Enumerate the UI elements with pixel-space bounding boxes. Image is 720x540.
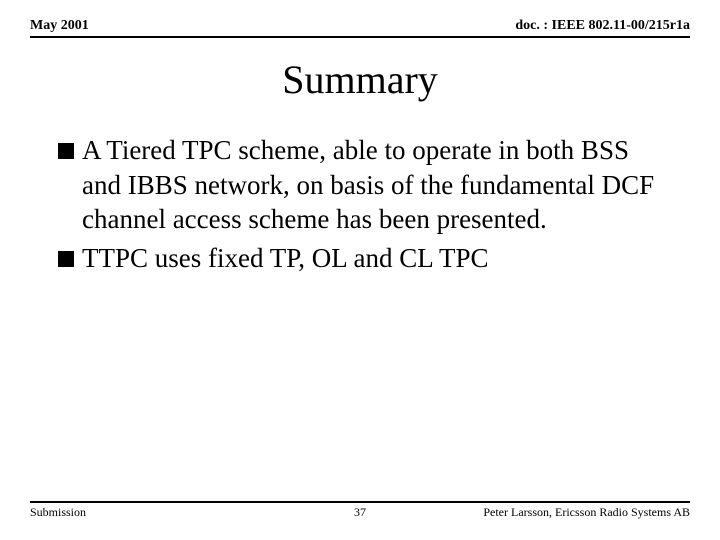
bullet-item: TTPC uses fixed TP, OL and CL TPC xyxy=(58,241,670,276)
square-bullet-icon xyxy=(58,143,74,159)
bullet-list: A Tiered TPC scheme, able to operate in … xyxy=(30,133,690,275)
footer-content: Submission 37 Peter Larsson, Ericsson Ra… xyxy=(30,505,690,520)
header-doc-id: doc. : IEEE 802.11-00/215r1a xyxy=(515,18,690,34)
bullet-text: A Tiered TPC scheme, able to operate in … xyxy=(82,133,670,237)
footer-author: Peter Larsson, Ericsson Radio Systems AB xyxy=(470,505,690,520)
slide: May 2001 doc. : IEEE 802.11-00/215r1a Su… xyxy=(0,0,720,540)
footer-page-number: 37 xyxy=(250,505,470,520)
slide-title: Summary xyxy=(30,56,690,103)
footer-rule xyxy=(30,501,690,503)
bullet-item: A Tiered TPC scheme, able to operate in … xyxy=(58,133,670,237)
bullet-text: TTPC uses fixed TP, OL and CL TPC xyxy=(82,241,489,276)
footer-left: Submission xyxy=(30,505,250,520)
header: May 2001 doc. : IEEE 802.11-00/215r1a xyxy=(30,18,690,38)
square-bullet-icon xyxy=(58,251,74,267)
footer: Submission 37 Peter Larsson, Ericsson Ra… xyxy=(30,501,690,520)
header-date: May 2001 xyxy=(30,18,89,34)
